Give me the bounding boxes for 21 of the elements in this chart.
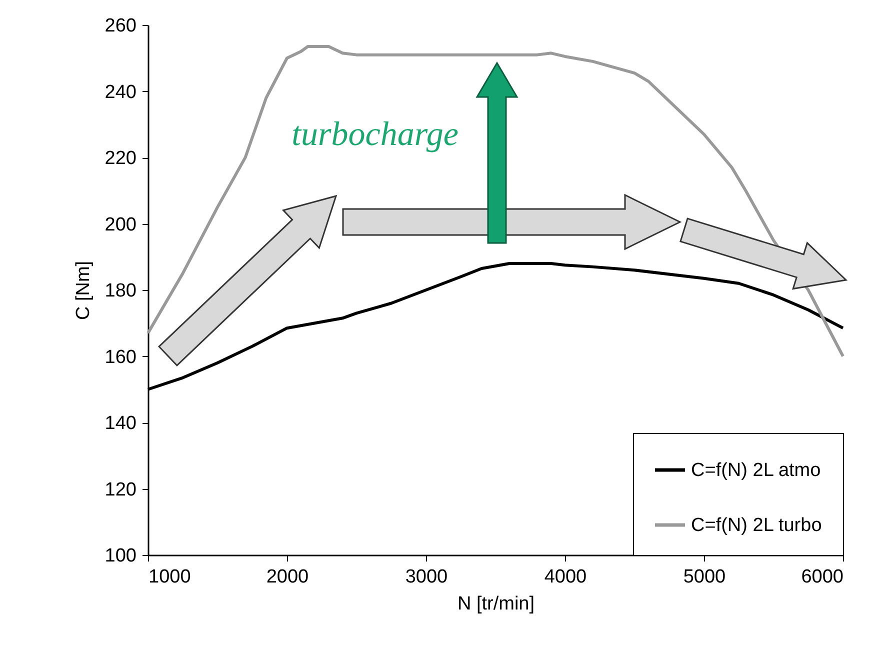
- x-tick-label: 1000: [148, 566, 191, 588]
- legend-label: C=f(N) 2L turbo: [691, 515, 822, 536]
- y-tick-label: 260: [104, 16, 136, 36]
- y-tick-label: 200: [104, 214, 136, 236]
- x-tick-label: 6000: [801, 566, 844, 588]
- legend-label: C=f(N) 2L atmo: [691, 460, 821, 481]
- x-tick-label: 4000: [544, 566, 587, 588]
- x-tick-label: 5000: [683, 566, 726, 588]
- x-tick-label: 3000: [405, 566, 448, 588]
- y-tick-label: 100: [104, 546, 136, 566]
- line-series: [146, 45, 844, 358]
- y-tick-label: 180: [104, 280, 136, 302]
- y-tick-label: 140: [104, 413, 136, 434]
- y-tick-label: 160: [104, 346, 136, 368]
- y-tick-label: 240: [104, 82, 136, 103]
- y-axis-title: C [Nm]: [72, 260, 94, 320]
- annotation: turbocharge: [292, 116, 458, 153]
- x-tick-label: 2000: [266, 566, 309, 588]
- y-tick-label: 220: [104, 148, 136, 169]
- y-tick-label: 120: [104, 479, 136, 500]
- x-axis-title: N [tr/min]: [457, 594, 535, 614]
